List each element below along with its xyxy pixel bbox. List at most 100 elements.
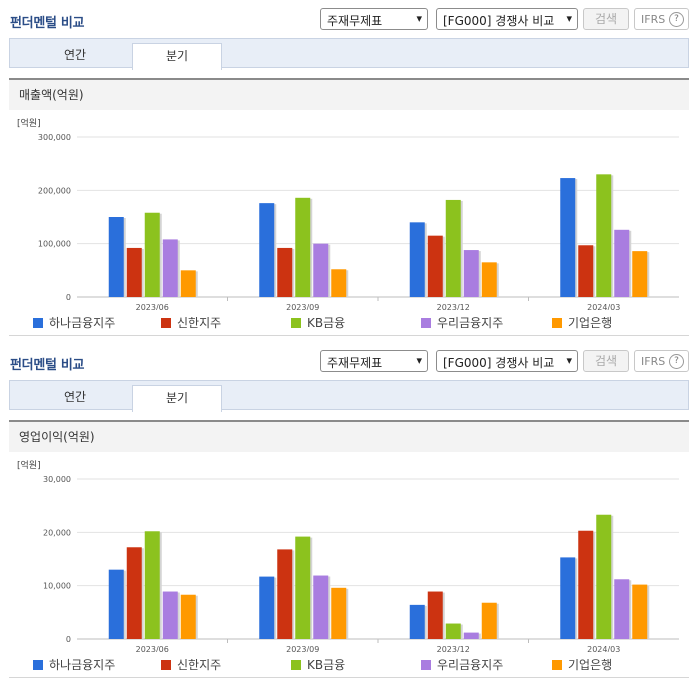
statement-type-value: 주재무제표 (327, 356, 383, 370)
bar (445, 199, 461, 297)
chevron-down-icon: ▾ (566, 354, 572, 367)
ifrs-help-button[interactable]: IFRS ? (634, 350, 689, 372)
legend-label: 신한지주 (177, 316, 222, 330)
legend-swatch (291, 660, 301, 670)
tab-quarter[interactable]: 분기 (132, 385, 222, 412)
bar (295, 197, 311, 297)
compare-group-select[interactable]: [FG000] 경쟁사 비교 ▾ (436, 8, 578, 30)
chevron-down-icon: ▾ (416, 12, 422, 25)
bar (596, 174, 612, 297)
statement-type-select[interactable]: 주재무제표 ▾ (320, 350, 428, 372)
bar (162, 591, 178, 639)
legend-label: 신한지주 (177, 658, 222, 672)
unit-label: [억원] (17, 459, 41, 471)
legend-item[interactable]: KB금융 (291, 314, 345, 331)
x-tick-label: 2023/06 (136, 645, 169, 652)
chart-title: 영업이익(억원) (9, 422, 689, 452)
legend-label: 우리금융지주 (437, 658, 504, 672)
y-tick-label: 20,000 (43, 528, 71, 537)
y-tick-label: 30,000 (43, 475, 71, 484)
y-tick-label: 0 (66, 635, 71, 644)
bar (463, 632, 479, 639)
period-tabs: 연간 분기 (9, 380, 689, 412)
bar (409, 604, 425, 639)
bar (259, 576, 275, 639)
tab-quarter[interactable]: 분기 (132, 43, 222, 70)
legend-item[interactable]: KB금융 (291, 656, 345, 673)
bar (277, 247, 293, 297)
legend-label: KB금융 (307, 316, 346, 330)
bar (126, 547, 142, 639)
legend-swatch (552, 660, 562, 670)
x-tick-label: 2023/12 (437, 303, 470, 310)
bar (277, 549, 293, 639)
statement-type-select[interactable]: 주재무제표 ▾ (320, 8, 428, 30)
x-tick-label: 2023/09 (286, 645, 319, 652)
bar (632, 584, 648, 639)
bar (331, 587, 347, 639)
chevron-down-icon: ▾ (566, 12, 572, 25)
bar (614, 229, 630, 297)
bar (409, 222, 425, 297)
bar (108, 217, 124, 297)
ifrs-label: IFRS (641, 13, 666, 26)
legend-item[interactable]: 우리금융지주 (421, 314, 503, 331)
ifrs-help-button[interactable]: IFRS ? (634, 8, 689, 30)
legend-item[interactable]: 기업은행 (552, 314, 612, 331)
bar (560, 178, 576, 297)
bar (445, 623, 461, 639)
bar (481, 602, 497, 639)
legend-swatch (552, 318, 562, 328)
compare-group-value: [FG000] 경쟁사 비교 (443, 14, 555, 28)
legend-item[interactable]: 우리금융지주 (421, 656, 503, 673)
y-tick-label: 10,000 (43, 582, 71, 591)
y-tick-label: 100,000 (38, 240, 71, 249)
legend-swatch (33, 318, 43, 328)
legend-item[interactable]: 신한지주 (161, 314, 221, 331)
x-tick-label: 2024/03 (587, 303, 620, 310)
tab-annual[interactable]: 연간 (63, 48, 87, 62)
panel-title: 펀더멘털 비교 (10, 16, 85, 31)
x-tick-label: 2023/09 (286, 303, 319, 310)
unit-label: [억원] (17, 117, 41, 129)
panel-header: 펀더멘털 비교 주재무제표 ▾ [FG000] 경쟁사 비교 ▾ 검색 IFRS… (0, 0, 696, 38)
bar (162, 239, 178, 297)
legend-label: 하나금융지주 (49, 658, 116, 672)
chart-title: 매출액(억원) (9, 80, 689, 110)
tab-annual[interactable]: 연간 (63, 390, 87, 404)
search-button[interactable]: 검색 (583, 8, 629, 30)
y-tick-label: 0 (66, 293, 71, 302)
bar (463, 250, 479, 297)
legend-item[interactable]: 신한지주 (161, 656, 221, 673)
legend-swatch (161, 318, 171, 328)
statement-type-value: 주재무제표 (327, 14, 383, 28)
legend-item[interactable]: 기업은행 (552, 656, 612, 673)
legend-swatch (421, 660, 431, 670)
panel-header: 펀더멘털 비교 주재무제표 ▾ [FG000] 경쟁사 비교 ▾ 검색 IFRS… (0, 342, 696, 380)
x-tick-label: 2024/03 (587, 645, 620, 652)
bar (560, 557, 576, 639)
chevron-down-icon: ▾ (416, 354, 422, 367)
bar (180, 270, 196, 297)
legend-label: 하나금융지주 (49, 316, 116, 330)
legend-label: 기업은행 (568, 316, 613, 330)
legend-label: 우리금융지주 (437, 316, 504, 330)
help-icon: ? (669, 12, 684, 27)
legend-item[interactable]: 하나금융지주 (33, 656, 115, 673)
bar (578, 245, 594, 297)
search-button[interactable]: 검색 (583, 350, 629, 372)
bar (295, 536, 311, 639)
help-icon: ? (669, 354, 684, 369)
legend-label: 기업은행 (568, 658, 613, 672)
period-tabs: 연간 분기 (9, 38, 689, 70)
y-tick-label: 200,000 (38, 186, 71, 195)
y-tick-label: 300,000 (38, 133, 71, 142)
bar (144, 531, 160, 639)
legend-swatch (421, 318, 431, 328)
panel-title: 펀더멘털 비교 (10, 358, 85, 373)
compare-group-select[interactable]: [FG000] 경쟁사 비교 ▾ (436, 350, 578, 372)
legend-item[interactable]: 하나금융지주 (33, 314, 115, 331)
chart-legend: 하나금융지주 신한지주 KB금융 우리금융지주 기업은행 (9, 654, 689, 674)
bar (259, 203, 275, 297)
bar (427, 591, 443, 639)
